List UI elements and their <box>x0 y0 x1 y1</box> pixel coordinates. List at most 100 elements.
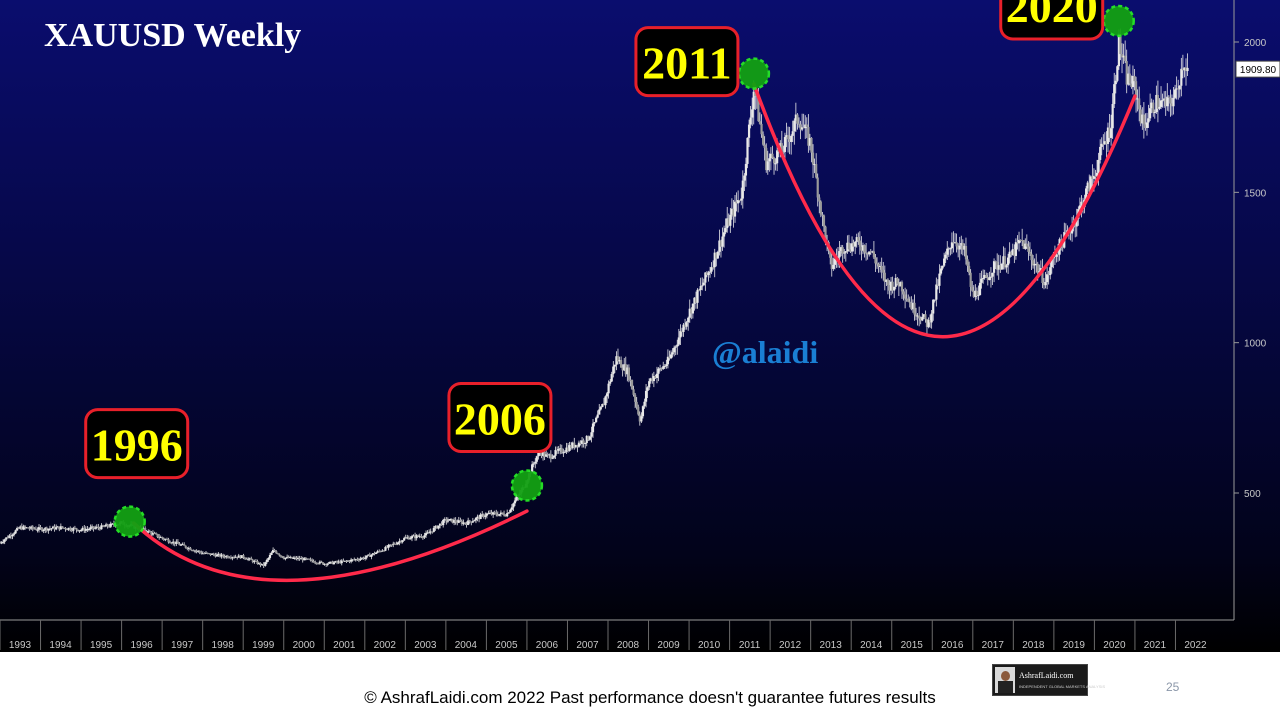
candle-body <box>537 450 540 457</box>
candle-body <box>426 532 429 534</box>
candle-body <box>350 559 353 562</box>
candle-body <box>573 442 576 448</box>
candle-body <box>257 562 261 565</box>
candle-body <box>771 153 774 158</box>
candle-body <box>964 245 968 260</box>
candle-body <box>456 522 459 524</box>
candle-body <box>424 533 428 536</box>
x-tick-label: 2008 <box>617 640 640 651</box>
candle-body <box>111 523 114 525</box>
candle-body <box>957 246 960 250</box>
candle-body <box>66 529 69 531</box>
candle-body <box>790 135 793 142</box>
candle-body <box>317 563 320 565</box>
candle-body <box>961 243 964 250</box>
candle-body <box>688 308 691 318</box>
candle-body <box>173 541 176 544</box>
candle-body <box>34 528 37 530</box>
candle-body <box>376 551 379 553</box>
candle-body <box>541 451 545 456</box>
candle-body <box>2 541 5 543</box>
candle-body <box>818 197 821 202</box>
candle-body <box>846 242 849 252</box>
candle-body <box>368 554 371 557</box>
candle-body <box>44 527 47 530</box>
candle-body <box>910 302 913 310</box>
last-price-label: 1909.80 <box>1240 65 1277 76</box>
candle-body <box>559 448 562 450</box>
candle-body <box>20 526 23 530</box>
candle-body <box>240 555 243 559</box>
candle-body <box>371 553 375 555</box>
candle-body <box>584 442 587 444</box>
candle-body <box>490 512 493 515</box>
candle-body <box>1117 33 1121 67</box>
candle-body <box>907 298 910 302</box>
candle-body <box>429 531 432 533</box>
candle-body <box>470 521 473 523</box>
year-label-box <box>634 26 740 98</box>
candle-body <box>509 509 512 513</box>
candle-body <box>705 272 709 276</box>
candle-body <box>379 551 382 553</box>
candle-body <box>181 544 184 546</box>
candle-body <box>1005 265 1008 268</box>
candle-body <box>415 535 418 539</box>
candle-body <box>1028 251 1032 254</box>
candle-body <box>1133 75 1136 82</box>
candle-body <box>683 324 687 327</box>
candle-body <box>195 550 198 552</box>
candle-body <box>1000 264 1003 270</box>
candle-body <box>757 96 760 122</box>
candle-body <box>619 360 623 368</box>
candle-body <box>95 526 98 528</box>
candle-body <box>1141 114 1144 124</box>
candle-body <box>507 512 510 514</box>
candle-body <box>242 555 245 558</box>
candle-body <box>164 539 167 541</box>
chart-area: 500 1000 1500 2000 1993 1994 1995 1996 1997 1998 1… <box>0 0 1280 652</box>
year-label-box <box>84 408 190 480</box>
candle-body <box>434 525 437 528</box>
candle-body <box>1161 100 1164 102</box>
candle-body <box>1173 89 1177 98</box>
candle-body <box>710 267 713 272</box>
candle-body <box>148 530 151 533</box>
candle-body <box>264 562 267 566</box>
candle-body <box>236 556 239 558</box>
candle-body <box>1002 256 1005 265</box>
candle-body <box>406 537 409 539</box>
x-tick-label: 2019 <box>1063 640 1086 651</box>
x-tick-label: 2010 <box>698 640 721 651</box>
candle-body <box>1074 222 1077 227</box>
candle-body <box>17 527 20 529</box>
candle-body <box>737 199 740 204</box>
candle-body <box>905 298 908 300</box>
candle-body <box>37 527 41 530</box>
candle-body <box>869 251 872 253</box>
candle-body <box>1172 97 1175 107</box>
candle-body <box>1086 182 1089 189</box>
x-tick-label: 2012 <box>779 640 802 651</box>
candle-body <box>374 552 378 554</box>
candle-body <box>634 394 637 402</box>
candle-body <box>145 531 148 533</box>
x-tick-label: 2009 <box>657 640 680 651</box>
candle-body <box>275 551 278 554</box>
candle-body <box>56 526 59 528</box>
candle-body <box>395 544 398 546</box>
candle-body <box>409 538 412 540</box>
candle-body <box>946 248 949 255</box>
candle-body <box>801 127 804 130</box>
candle-body <box>638 414 641 422</box>
candle-body <box>949 248 952 250</box>
candle-body <box>515 496 518 501</box>
candle-body <box>292 557 295 559</box>
candle-body <box>799 124 802 130</box>
candle-body <box>78 530 81 532</box>
candle-body <box>5 537 8 540</box>
candle-body <box>61 526 64 528</box>
candle-body <box>343 560 346 562</box>
candle-body <box>807 126 810 146</box>
candle-body <box>635 401 638 407</box>
